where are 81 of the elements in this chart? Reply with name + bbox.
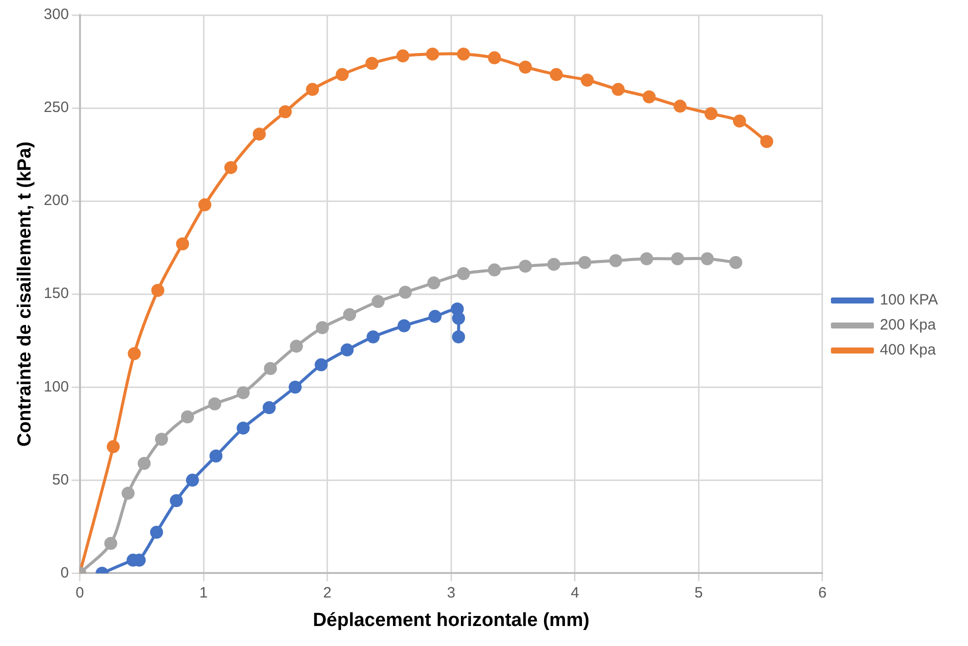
point: [181, 410, 194, 424]
x-axis-title: Déplacement horizontale (mm): [312, 610, 590, 631]
point: [236, 386, 250, 400]
point: [365, 56, 378, 70]
point: [176, 237, 190, 250]
point: [398, 286, 412, 299]
point: [396, 49, 410, 62]
point: [456, 267, 470, 280]
point: [732, 114, 746, 128]
legend-label: 400 Kpa: [880, 342, 936, 359]
x-tick-label: 0: [76, 584, 84, 602]
point: [198, 198, 212, 212]
point: [343, 308, 356, 322]
x-tick-label: 6: [818, 584, 827, 602]
point: [186, 474, 199, 487]
point: [704, 107, 718, 120]
point: [578, 256, 592, 269]
point: [122, 486, 135, 500]
point: [640, 252, 654, 266]
point: [428, 310, 442, 323]
point: [262, 401, 276, 414]
point: [170, 494, 183, 508]
y-tick-label: 200: [44, 192, 69, 210]
point: [314, 358, 328, 372]
x-tick-label: 2: [323, 584, 332, 602]
point: [609, 254, 622, 268]
point: [288, 380, 302, 394]
point: [700, 252, 714, 266]
point: [452, 312, 466, 325]
point: [671, 252, 684, 266]
point: [252, 128, 266, 141]
point: [674, 100, 687, 113]
point: [427, 276, 440, 290]
point: [547, 258, 560, 271]
y-tick-label: 100: [44, 378, 69, 396]
point: [290, 340, 303, 353]
point: [518, 60, 532, 74]
point: [128, 347, 141, 360]
legend-label: 200 Kpa: [880, 316, 936, 334]
point: [224, 161, 238, 174]
point: [488, 263, 501, 276]
point: [729, 256, 742, 269]
point: [155, 432, 168, 446]
y-tick-label: 0: [60, 564, 69, 582]
y-tick-label: 50: [52, 471, 69, 488]
point: [278, 105, 292, 118]
point: [316, 321, 329, 334]
point: [336, 68, 349, 82]
point: [366, 330, 380, 344]
point: [426, 48, 440, 61]
point: [209, 449, 222, 462]
point: [452, 330, 466, 344]
point: [236, 422, 250, 435]
point: [104, 536, 118, 550]
point: [760, 135, 774, 148]
y-tick-label: 300: [44, 6, 69, 24]
point: [106, 440, 120, 454]
point: [612, 82, 625, 96]
point: [264, 362, 277, 376]
point: [340, 343, 354, 356]
point: [580, 74, 594, 87]
y-tick-label: 250: [44, 99, 69, 116]
point: [550, 68, 563, 82]
x-tick-label: 3: [446, 584, 456, 602]
legend-label: 100 KPA: [880, 292, 938, 309]
x-tick-label: 1: [199, 584, 208, 602]
y-axis-title: Contrainte de cisaillement, t (kPa): [14, 142, 36, 447]
point: [138, 456, 151, 470]
point: [488, 51, 501, 64]
point: [518, 260, 532, 273]
point: [456, 48, 470, 61]
x-tick-label: 4: [570, 584, 580, 602]
point: [642, 90, 656, 104]
point: [208, 397, 222, 410]
point: [150, 526, 164, 539]
point: [398, 319, 411, 332]
point: [372, 295, 385, 308]
y-tick-label: 150: [44, 285, 69, 302]
point: [151, 284, 164, 297]
x-tick-label: 5: [694, 584, 703, 602]
point: [306, 82, 319, 96]
